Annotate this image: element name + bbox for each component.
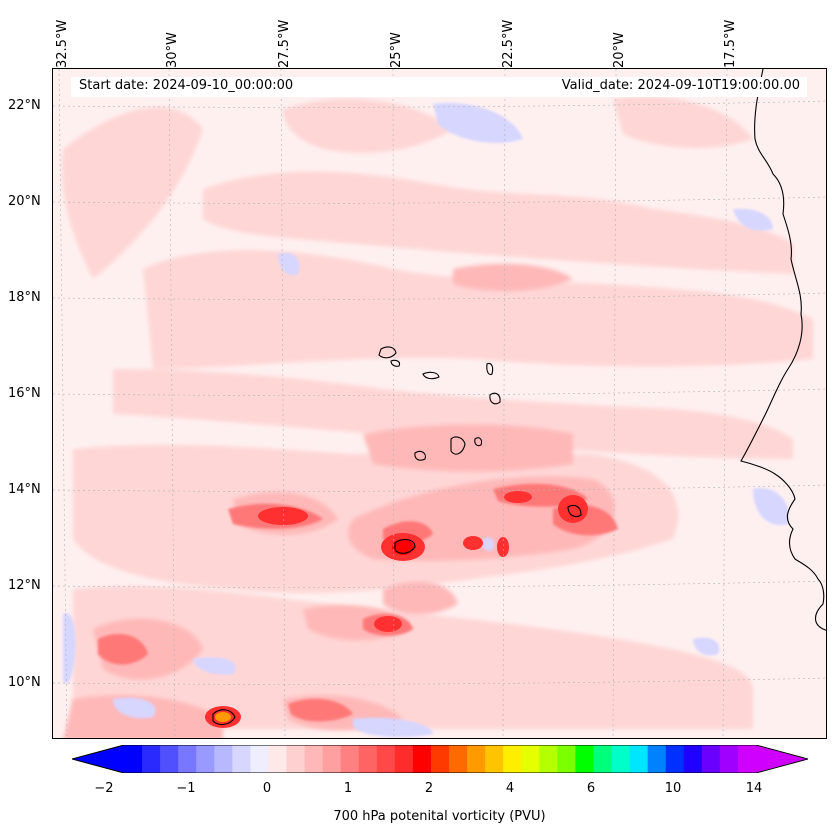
colorbar-segment bbox=[665, 745, 685, 773]
pv-contour-max-cores bbox=[205, 491, 588, 728]
map-panel[interactable] bbox=[52, 68, 827, 739]
lat-label-12n: 12°N bbox=[8, 578, 41, 593]
island-santo-antao bbox=[378, 346, 397, 359]
start-date-label: Start date: 2024-09-10_00:00:00 bbox=[79, 78, 294, 93]
colorbar-segment bbox=[394, 745, 414, 773]
colorbar bbox=[72, 745, 808, 773]
lat-label-16n: 16°N bbox=[8, 386, 41, 401]
pv-core-4 bbox=[558, 495, 588, 523]
colorbar-svg bbox=[72, 745, 808, 773]
colorbar-segment bbox=[412, 745, 432, 773]
contour-line-core-south bbox=[212, 709, 236, 726]
island-sao-vicente bbox=[390, 359, 401, 367]
colorbar-title: 700 hPa potenital vorticity (PVU) bbox=[333, 809, 546, 824]
colorbar-tick-label: 4 bbox=[505, 781, 515, 796]
pv-core-3 bbox=[497, 537, 509, 557]
colorbar-segment bbox=[196, 745, 215, 773]
colorbar-segment bbox=[593, 745, 613, 773]
colorbar-segment bbox=[232, 745, 251, 773]
contour-line-core-central bbox=[394, 538, 416, 554]
colorbar-segment bbox=[322, 745, 342, 773]
colorbar-tick-label: 14 bbox=[745, 781, 763, 796]
colorbar-segment bbox=[503, 745, 522, 773]
pv-core-5 bbox=[258, 507, 308, 525]
colorbar-tick-label: −1 bbox=[176, 781, 196, 796]
lat-label-20n: 20°N bbox=[8, 194, 41, 209]
pv-field-map bbox=[53, 69, 826, 738]
colorbar-segment bbox=[629, 745, 649, 773]
colorbar-segment bbox=[449, 745, 468, 773]
lon-label-30w: 30°W bbox=[165, 32, 180, 68]
pv-core-1-center bbox=[392, 539, 414, 555]
island-boa-vista bbox=[489, 392, 501, 405]
colorbar-segment bbox=[539, 745, 558, 773]
lon-label-17-5w: 17.5°W bbox=[723, 19, 738, 68]
colorbar-segment bbox=[701, 745, 721, 773]
lat-label-22n: 22°N bbox=[8, 98, 41, 113]
colorbar-over-triangle bbox=[756, 745, 808, 773]
pv-core-8 bbox=[504, 491, 532, 503]
africa-coastline bbox=[740, 69, 826, 631]
lon-label-22-5w: 22.5°W bbox=[501, 19, 516, 68]
colorbar-tick-label: −2 bbox=[94, 781, 114, 796]
pv-core-2 bbox=[463, 536, 483, 550]
colorbar-segment bbox=[719, 745, 739, 773]
colorbar-segment bbox=[178, 745, 197, 773]
colorbar-segment bbox=[358, 745, 378, 773]
lon-label-20w: 20°W bbox=[612, 32, 627, 68]
contour-line-core-east bbox=[567, 504, 582, 518]
pv-core-6-center bbox=[215, 712, 231, 722]
colorbar-segment bbox=[142, 745, 161, 773]
colorbar-tick-label: 0 bbox=[262, 781, 272, 796]
lon-label-27-5w: 27.5°W bbox=[277, 19, 292, 68]
colorbar-segment bbox=[376, 745, 396, 773]
colorbar-segment bbox=[557, 745, 576, 773]
island-santiago bbox=[450, 436, 466, 455]
colorbar-segment bbox=[485, 745, 504, 773]
colorbar-segment bbox=[340, 745, 360, 773]
colorbar-segment bbox=[214, 745, 233, 773]
colorbar-segment bbox=[683, 745, 703, 773]
island-fogo bbox=[414, 450, 426, 461]
lat-label-14n: 14°N bbox=[8, 482, 41, 497]
colorbar-segment bbox=[467, 745, 486, 773]
colorbar-tick-label: 1 bbox=[343, 781, 353, 796]
colorbar-tick-label: 2 bbox=[424, 781, 434, 796]
island-sal bbox=[486, 362, 494, 376]
valid-date-label: Valid_date: 2024-09-10T19:00:00.00 bbox=[561, 78, 800, 93]
colorbar-segment bbox=[647, 745, 667, 773]
lon-label-32-5w: 32.5°W bbox=[55, 19, 70, 68]
colorbar-segment bbox=[286, 745, 306, 773]
colorbar-segment bbox=[268, 745, 288, 773]
colorbar-under-triangle bbox=[72, 745, 124, 773]
colorbar-segment bbox=[250, 745, 269, 773]
pv-core-7 bbox=[374, 616, 402, 632]
graticule bbox=[53, 69, 826, 738]
coastline bbox=[212, 69, 826, 726]
colorbar-segment bbox=[521, 745, 540, 773]
colorbar-segment bbox=[160, 745, 179, 773]
colorbar-tick-label: 10 bbox=[664, 781, 682, 796]
colorbar-segment bbox=[304, 745, 324, 773]
colorbar-segment bbox=[124, 745, 143, 773]
colorbar-segment bbox=[611, 745, 631, 773]
island-maio bbox=[474, 437, 483, 447]
lat-label-18n: 18°N bbox=[8, 290, 41, 305]
pv-contour-negative bbox=[63, 103, 789, 738]
colorbar-tick-label: 6 bbox=[586, 781, 596, 796]
island-sao-nicolau bbox=[422, 371, 440, 380]
colorbar-segment bbox=[430, 745, 450, 773]
lat-label-10n: 10°N bbox=[8, 675, 41, 690]
lon-label-25w: 25°W bbox=[389, 32, 404, 68]
colorbar-segment bbox=[575, 745, 594, 773]
colorbar-segment bbox=[737, 745, 757, 773]
info-bar bbox=[71, 77, 807, 97]
